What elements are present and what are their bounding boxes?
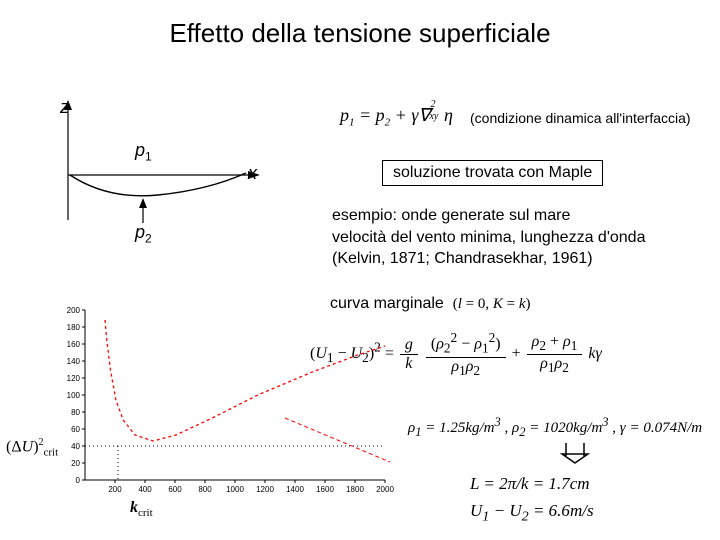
- svg-text:80: 80: [71, 408, 80, 417]
- svg-text:40: 40: [71, 442, 80, 451]
- svg-text:200: 200: [108, 485, 122, 494]
- svg-text:400: 400: [138, 485, 152, 494]
- parameters: ρ1 = 1.25kg/m3 , ρ2 = 1020kg/m3 , γ = 0.…: [408, 415, 702, 440]
- svg-text:1400: 1400: [286, 485, 304, 494]
- svg-text:1200: 1200: [256, 485, 274, 494]
- svg-text:140: 140: [67, 357, 81, 366]
- z-axis-label: z: [60, 97, 69, 118]
- p1-label: p1: [135, 140, 152, 164]
- results: L = 2π/k = 1.7cm U1 − U2 = 6.6m/s: [470, 470, 594, 528]
- svg-text:160: 160: [67, 340, 81, 349]
- svg-text:120: 120: [67, 374, 81, 383]
- svg-text:180: 180: [67, 323, 81, 332]
- svg-text:1600: 1600: [316, 485, 334, 494]
- example-text: esempio: onde generate sul mare velocità…: [332, 205, 645, 270]
- svg-text:100: 100: [67, 391, 81, 400]
- svg-text:600: 600: [168, 485, 182, 494]
- kcrit-label: kcrit: [130, 499, 153, 519]
- svg-text:1800: 1800: [346, 485, 364, 494]
- svg-text:800: 800: [198, 485, 212, 494]
- svg-text:1000: 1000: [226, 485, 244, 494]
- interface-diagram: [48, 95, 268, 235]
- svg-text:60: 60: [71, 425, 80, 434]
- page-title: Effetto della tensione superficiale: [0, 0, 720, 49]
- condition-text: (condizione dinamica all'interfaccia): [470, 110, 691, 126]
- solution-box: soluzione trovata con Maple: [382, 160, 603, 186]
- svg-text:2000: 2000: [376, 485, 394, 494]
- svg-text:200: 200: [67, 306, 81, 315]
- x-axis-label: x: [248, 163, 257, 184]
- arrow-down-icon: [560, 440, 590, 464]
- du-crit-label: (ΔU)2crit: [6, 437, 58, 459]
- svg-text:20: 20: [71, 459, 80, 468]
- equation-interface: p1 = p2 + γ∇2xy η: [340, 105, 453, 129]
- svg-text:0: 0: [76, 476, 81, 485]
- p2-label: p2: [135, 222, 152, 246]
- marginal-curve-chart: 0 20 40 60 80 100 120 140 160 180 200 200 400 600 800 1…: [55, 300, 395, 500]
